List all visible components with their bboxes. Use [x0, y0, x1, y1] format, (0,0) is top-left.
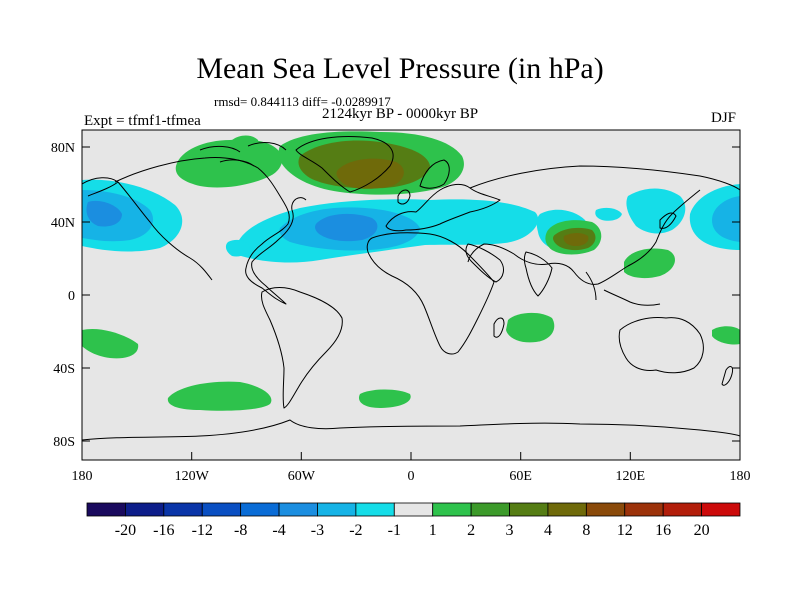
lon-label-60e: 60E [509, 469, 532, 484]
coastline-canada-west [117, 181, 213, 281]
coastline-south-america [261, 287, 343, 409]
longitude-axis [81, 452, 741, 460]
coastline-new-zealand [721, 366, 733, 386]
coastline-europe [385, 183, 501, 232]
colorbar-label: -16 [153, 522, 174, 539]
colorbar-label: -2 [349, 522, 362, 539]
colorbar-swatch [278, 502, 318, 517]
coastline-australia [618, 317, 704, 374]
anomaly-south-indian-ocean [506, 312, 555, 343]
colorbar-label: 3 [506, 522, 514, 539]
colorbar-swatch [585, 502, 626, 517]
lon-label-120e: 120E [616, 469, 646, 484]
anomaly-atlantic-core [315, 213, 378, 242]
colorbar-label: -1 [388, 522, 401, 539]
coastline-southeast-asia [585, 271, 661, 306]
coastline-asia [467, 165, 740, 285]
coastline-arabia [465, 243, 504, 283]
rmsd-diff-stats: rmsd= 0.844113 diff= -0.0289917 [214, 94, 391, 109]
colorbar-swatch [86, 502, 126, 517]
colorbar-labels: -20 -16 -12 -8 -4 -3 -2 -1 1 2 3 4 8 12 16 20 [115, 522, 710, 539]
coastlines [82, 136, 740, 441]
lon-label-60w: 60W [288, 469, 316, 484]
lon-label-180-left: 180 [72, 469, 93, 484]
colorbar-swatch [432, 502, 472, 517]
colorbar-swatch [624, 502, 664, 517]
anomaly-arctic-core [336, 158, 404, 189]
colorbar-label: 16 [655, 522, 671, 539]
lat-label-40n: 40N [51, 216, 75, 231]
colorbar-label: 12 [617, 522, 633, 539]
chart-title: Mean Sea Level Pressure (in hPa) [196, 52, 604, 85]
anomaly-southern-ocean-atlantic [358, 389, 411, 408]
latitude-axis [82, 146, 740, 442]
coastline-africa [366, 232, 495, 355]
anomaly-south-pacific-right [712, 326, 740, 345]
colorbar-label: -3 [311, 522, 324, 539]
lon-label-120w: 120W [175, 469, 210, 484]
season-label: DJF [711, 110, 737, 126]
time-period-label: 2124kyr BP - 0000kyr BP [322, 106, 479, 122]
colorbar-swatch [662, 502, 702, 517]
colorbar [86, 502, 741, 517]
anomaly-scs-green [624, 248, 675, 279]
colorbar-label: 8 [582, 522, 590, 539]
pressure-anomaly-fields [82, 131, 740, 411]
lat-label-80s: 80S [53, 435, 75, 450]
lon-label-0: 0 [408, 469, 415, 484]
colorbar-swatch [201, 502, 242, 517]
anomaly-tibet-core [563, 233, 589, 246]
lat-label-80n: 80N [51, 141, 75, 156]
anomaly-tibet-cyan [595, 207, 622, 221]
colorbar-swatch [470, 502, 510, 517]
coastline-arctic-islands [199, 142, 287, 167]
anomaly-southern-ocean-pacific [167, 381, 272, 411]
colorbar-swatch [547, 502, 587, 517]
colorbar-label: 1 [429, 522, 437, 539]
lon-label-180-right: 180 [730, 469, 751, 484]
anomaly-arctic-green-small [231, 135, 258, 149]
colorbar-label: -8 [234, 522, 247, 539]
colorbar-swatch [393, 502, 434, 517]
colorbar-swatch [355, 502, 395, 517]
coastline-british-isles [397, 189, 411, 205]
colorbar-swatch [701, 502, 741, 517]
anomaly-arctic-green-a [175, 139, 283, 188]
colorbar-label: -12 [192, 522, 213, 539]
colorbar-swatch [163, 502, 203, 517]
colorbar-label: 20 [694, 522, 710, 539]
coastline-india [524, 251, 553, 297]
coastline-greenland [295, 136, 394, 193]
anomaly-gulf-cyan [225, 239, 250, 257]
colorbar-swatch [125, 502, 165, 517]
anomaly-pacific-left-core [86, 200, 122, 227]
anomaly-pacific-right-blue [712, 196, 740, 242]
lat-label-40s: 40S [53, 362, 75, 377]
anomaly-south-pacific-left [82, 328, 139, 359]
colorbar-label: 2 [467, 522, 475, 539]
colorbar-swatch [240, 502, 280, 517]
coastline-antarctica [82, 419, 740, 441]
experiment-label: Expt = tfmf1-tfmea [84, 113, 201, 129]
colorbar-swatch [509, 502, 549, 517]
colorbar-label: -20 [115, 522, 136, 539]
colorbar-label: 4 [544, 522, 552, 539]
anomaly-japan-cyan [626, 188, 686, 234]
colorbar-swatch [317, 502, 357, 517]
coastline-north-america [114, 157, 307, 305]
colorbar-label: -4 [272, 522, 285, 539]
coastline-scandinavia [419, 159, 450, 189]
coastline-madagascar [493, 317, 505, 338]
lat-label-0: 0 [68, 289, 75, 304]
coastline-japan [659, 212, 677, 229]
